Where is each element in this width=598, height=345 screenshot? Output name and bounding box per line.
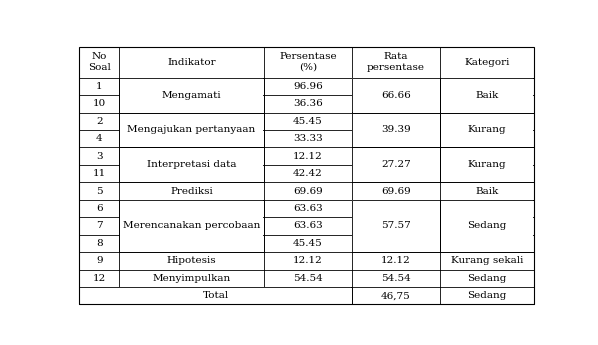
Text: 6: 6 <box>96 204 103 213</box>
Bar <box>80 287 352 304</box>
Text: 57.57: 57.57 <box>381 221 411 230</box>
Text: Menyimpulkan: Menyimpulkan <box>152 274 231 283</box>
Bar <box>120 200 263 252</box>
Text: 69.69: 69.69 <box>293 187 323 196</box>
Text: 54.54: 54.54 <box>381 274 411 283</box>
Bar <box>440 200 533 252</box>
Bar <box>352 148 440 182</box>
Text: 33.33: 33.33 <box>293 134 323 143</box>
Bar <box>80 287 352 304</box>
Text: Kurang: Kurang <box>468 160 506 169</box>
Text: 12.12: 12.12 <box>293 256 323 265</box>
Bar <box>441 200 533 252</box>
Text: Kurang sekali: Kurang sekali <box>451 256 523 265</box>
Text: Kurang: Kurang <box>468 126 506 135</box>
Text: 45.45: 45.45 <box>293 239 323 248</box>
Text: 12: 12 <box>93 274 106 283</box>
Text: Kategori: Kategori <box>464 58 509 67</box>
Text: 4: 4 <box>96 134 103 143</box>
Text: 45.45: 45.45 <box>293 117 323 126</box>
Bar <box>352 113 440 147</box>
Text: Total: Total <box>203 291 229 300</box>
Text: 9: 9 <box>96 256 103 265</box>
Text: Mengamati: Mengamati <box>162 91 221 100</box>
Bar <box>352 78 440 112</box>
Text: 5: 5 <box>96 187 103 196</box>
Text: 46,75: 46,75 <box>381 291 411 300</box>
Bar <box>352 112 440 147</box>
Bar <box>120 112 264 147</box>
Text: Prediksi: Prediksi <box>170 187 213 196</box>
Text: 12.12: 12.12 <box>293 152 323 161</box>
Bar <box>120 200 264 252</box>
Text: 8: 8 <box>96 239 103 248</box>
Text: Sedang: Sedang <box>467 221 507 230</box>
Text: 96.96: 96.96 <box>293 82 323 91</box>
Text: Baik: Baik <box>475 91 499 100</box>
Text: 63.63: 63.63 <box>293 221 323 230</box>
Text: 69.69: 69.69 <box>381 187 411 196</box>
Bar <box>352 200 440 252</box>
Text: Mengajukan pertanyaan: Mengajukan pertanyaan <box>127 126 256 135</box>
Text: 11: 11 <box>93 169 106 178</box>
Bar <box>352 78 440 112</box>
Bar <box>120 78 264 112</box>
Bar <box>120 113 263 147</box>
Text: 39.39: 39.39 <box>381 126 411 135</box>
Text: Rata
persentase: Rata persentase <box>367 52 425 72</box>
Text: 54.54: 54.54 <box>293 274 323 283</box>
Text: 10: 10 <box>93 99 106 108</box>
Bar <box>441 78 533 112</box>
Text: Indikator: Indikator <box>167 58 216 67</box>
Bar <box>352 200 440 252</box>
Text: Persentase
(%): Persentase (%) <box>279 52 337 72</box>
Text: Interpretasi data: Interpretasi data <box>147 160 236 169</box>
Text: 1: 1 <box>96 82 103 91</box>
Text: Sedang: Sedang <box>467 274 507 283</box>
Bar <box>440 78 533 112</box>
Bar <box>441 113 533 147</box>
Bar <box>352 147 440 182</box>
Bar <box>120 148 263 182</box>
Text: 42.42: 42.42 <box>293 169 323 178</box>
Text: 3: 3 <box>96 152 103 161</box>
Bar <box>120 147 264 182</box>
Text: 7: 7 <box>96 221 103 230</box>
Text: Sedang: Sedang <box>467 291 507 300</box>
Text: Merencanakan percobaan: Merencanakan percobaan <box>123 221 260 230</box>
Bar <box>440 112 533 147</box>
Text: Hipotesis: Hipotesis <box>167 256 216 265</box>
Text: 63.63: 63.63 <box>293 204 323 213</box>
Text: 2: 2 <box>96 117 103 126</box>
Bar <box>441 148 533 182</box>
Text: 12.12: 12.12 <box>381 256 411 265</box>
Bar <box>440 147 533 182</box>
Text: 36.36: 36.36 <box>293 99 323 108</box>
Text: Baik: Baik <box>475 187 499 196</box>
Text: 27.27: 27.27 <box>381 160 411 169</box>
Text: No
Soal: No Soal <box>88 52 111 72</box>
Bar <box>120 78 263 112</box>
Text: 66.66: 66.66 <box>381 91 411 100</box>
